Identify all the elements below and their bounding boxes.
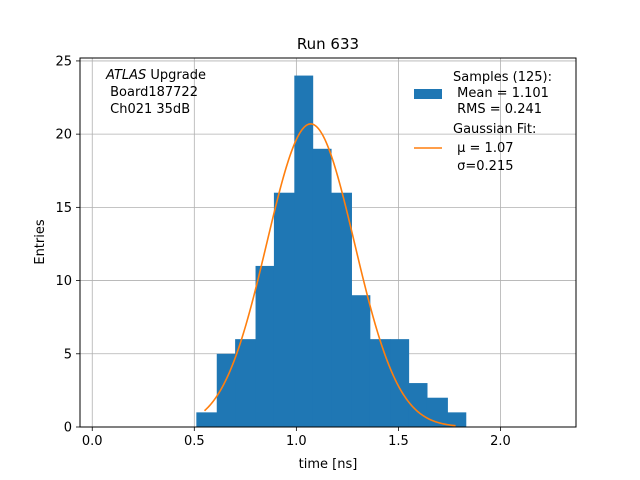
legend-hist-swatch [414,89,442,99]
gaussian-fit [203,123,456,427]
x-tick-label: 2.0 [490,434,511,449]
histogram-bar [351,295,371,427]
x-tick-label: 1.5 [388,434,409,449]
histogram-bar [447,412,467,427]
histogram-bars [196,75,467,428]
x-axis-label: time [ns] [299,457,358,472]
y-tick-label: 25 [55,54,72,69]
fit-curve [203,123,456,427]
legend-fit-line-1: Gaussian Fit: [453,122,536,137]
y-tick-label: 5 [64,347,72,362]
plot-frame [79,57,577,428]
axis-ticks: 0.0 0.5 1.0 1.5 2.0 0 5 10 15 20 25 [55,54,510,449]
histogram-bar [196,412,218,427]
histogram-bar [294,75,314,428]
annotation-line-2: Board187722 [106,85,198,100]
y-tick-label: 0 [64,421,72,436]
x-tick-label: 0.0 [82,434,103,449]
histogram-bar [255,265,275,427]
legend-hist-line-2: Mean = 1.101 [453,86,549,101]
y-tick-label: 15 [55,201,72,216]
legend-hist-line-3: RMS = 0.241 [453,102,542,117]
histogram-bar [273,192,295,427]
legend-fit-line-3: σ=0.215 [453,159,513,174]
histogram-bar [390,339,410,427]
histogram-bar [331,192,352,427]
x-tick-label: 0.5 [184,434,205,449]
annotation-line-1: ATLAS Upgrade [105,68,206,83]
y-tick-label: 10 [55,274,72,289]
chart-title: Run 633 [297,35,359,53]
histogram-bar [216,353,236,427]
annotation-line-3: Ch021 35dB [106,102,190,117]
legend-fit-line-2: μ = 1.07 [453,141,514,156]
y-tick-label: 20 [55,128,72,143]
legend-hist-line-1: Samples (125): [453,70,552,85]
histogram-bar [369,339,391,427]
histogram-bar [235,339,257,427]
y-axis-label: Entries [33,219,48,265]
atlas-annotation: ATLAS Upgrade Board187722 Ch021 35dB [105,68,206,117]
x-tick-label: 1.0 [286,434,307,449]
histogram-bar [312,148,332,428]
legend: Samples (125): Mean = 1.101 RMS = 0.241 … [414,70,552,174]
